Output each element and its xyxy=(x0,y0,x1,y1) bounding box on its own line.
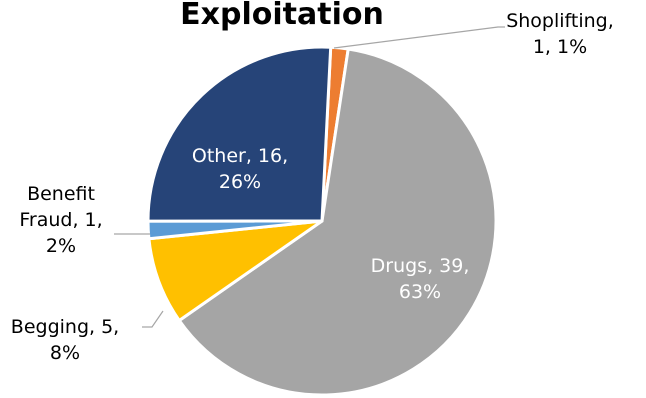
data-label-line: Other, 16, xyxy=(192,145,288,167)
data-label-begging: Begging, 5, 8% xyxy=(11,316,119,364)
pie-slice-begging xyxy=(147,219,324,322)
leader-lines xyxy=(114,26,505,328)
data-label-other: Other, 16, 26% xyxy=(192,145,288,193)
data-label-line: 1, 1% xyxy=(533,36,587,58)
chart-title: Exploitation xyxy=(180,0,384,32)
data-label-line: Drugs, 39, xyxy=(371,255,470,277)
pie-slices xyxy=(146,45,498,397)
data-label-line: 2% xyxy=(46,235,76,257)
leader-line-shoplifting xyxy=(333,26,505,49)
data-label-drugs: Drugs, 39, 63% xyxy=(371,255,470,303)
data-label-benefit-fraud: Benefit Fraud, 1, 2% xyxy=(19,183,102,257)
data-label-line: Fraud, 1, xyxy=(19,209,102,231)
data-label-line: 26% xyxy=(219,171,261,193)
pie-slice-drugs xyxy=(177,47,498,397)
data-label-line: 63% xyxy=(399,281,441,303)
data-label-shoplifting: Shoplifting, 1, 1% xyxy=(506,10,614,58)
data-label-line: Shoplifting, xyxy=(506,10,614,32)
leader-line-begging xyxy=(142,310,164,328)
data-label-line: 8% xyxy=(50,342,80,364)
data-label-line: Benefit xyxy=(27,183,95,205)
pie-slice-other xyxy=(146,45,333,223)
data-label-line: Begging, 5, xyxy=(11,316,119,338)
data-labels: Shoplifting, 1, 1% Drugs, 39, 63% Begging, 5… xyxy=(11,10,614,364)
